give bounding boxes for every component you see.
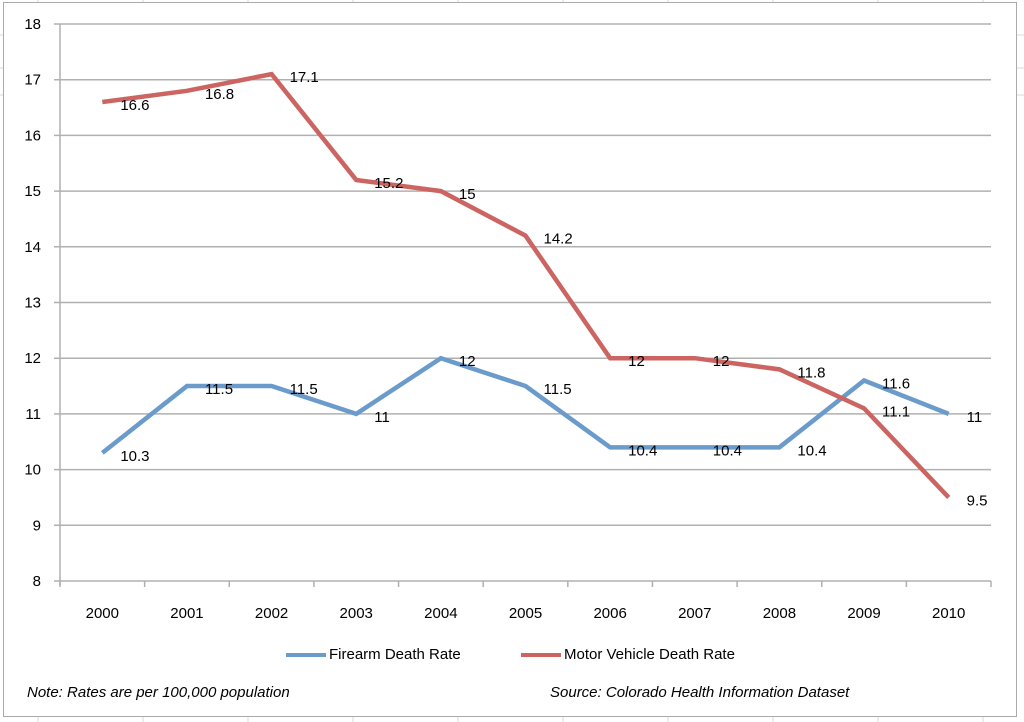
x-tick-label: 2001 [170, 605, 203, 622]
legend-item-firearm[interactable]: Firearm Death Rate [286, 646, 461, 663]
y-tick-label: 11 [25, 406, 41, 423]
x-tick-label: 2006 [593, 605, 626, 622]
data-label: 12 [713, 353, 730, 370]
legend-label-motor-vehicle: Motor Vehicle Death Rate [564, 646, 735, 663]
y-tick-label: 14 [24, 239, 41, 256]
data-label: 16.6 [120, 97, 149, 114]
axes [59, 24, 992, 587]
data-label: 11.5 [205, 381, 233, 398]
x-tick-label: 2005 [509, 605, 542, 622]
chart-frame [3, 2, 1017, 717]
legend: Firearm Death Rate Motor Vehicle Death R… [0, 646, 1024, 668]
legend-item-motor-vehicle[interactable]: Motor Vehicle Death Rate [521, 646, 735, 663]
data-label: 11.8 [797, 364, 825, 381]
data-label: 11 [374, 409, 390, 426]
y-tick-label: 12 [24, 350, 41, 367]
y-tick-labels: 8 9 10 11 12 13 14 15 16 17 18 [24, 16, 41, 590]
data-label: 10.4 [713, 442, 742, 459]
y-tick-label: 16 [24, 127, 41, 144]
y-tick-label: 10 [24, 462, 41, 479]
x-tick-label: 2009 [847, 605, 880, 622]
source-annotation: Source: Colorado Health Information Data… [550, 684, 850, 701]
x-tick-label: 2004 [424, 605, 457, 622]
y-tick-label: 13 [24, 295, 41, 312]
x-tick-label: 2000 [86, 605, 119, 622]
y-tick-label: 18 [24, 16, 41, 33]
data-label: 11 [967, 409, 983, 426]
x-tick-label: 2007 [678, 605, 711, 622]
legend-swatch-motor-vehicle [521, 652, 561, 657]
gridlines [54, 23, 991, 582]
data-label: 11.1 [882, 403, 910, 420]
data-label: 16.8 [205, 86, 234, 103]
y-tick-label: 15 [24, 183, 41, 200]
data-label: 17.1 [290, 69, 319, 86]
data-label: 12 [628, 353, 645, 370]
data-label: 9.5 [967, 492, 988, 509]
series-line-motor-vehicle [102, 71, 951, 499]
y-tick-label: 9 [33, 517, 41, 534]
x-tick-label: 2003 [340, 605, 373, 622]
data-label: 10.4 [797, 442, 826, 459]
x-tick-label: 2002 [255, 605, 288, 622]
x-tick-labels: 2000 2001 2002 2003 2004 2005 2006 2007 2008 2009… [86, 605, 966, 622]
data-label: 15 [459, 186, 476, 203]
x-tick-label: 2010 [932, 605, 965, 622]
data-label: 15.2 [374, 175, 403, 192]
note-annotation: Note: Rates are per 100,000 population [27, 684, 290, 701]
data-labels: 10.3 11.5 11.5 11 12 11.5 10.4 10.4 10.4 11.6 11 16… [120, 69, 987, 509]
legend-swatch-firearm [286, 652, 326, 657]
series-lines [100, 71, 951, 499]
legend-label-firearm: Firearm Death Rate [329, 646, 461, 663]
data-label: 10.3 [120, 448, 149, 465]
y-tick-label: 8 [33, 573, 41, 590]
x-tick-label: 2008 [763, 605, 796, 622]
data-label: 11.6 [882, 375, 910, 392]
data-label: 14.2 [544, 231, 573, 248]
y-tick-label: 17 [24, 72, 41, 89]
data-label: 10.4 [628, 442, 657, 459]
data-label: 12 [459, 353, 476, 370]
data-label: 11.5 [544, 381, 572, 398]
series-line-firearm [100, 355, 950, 455]
data-label: 11.5 [290, 381, 318, 398]
